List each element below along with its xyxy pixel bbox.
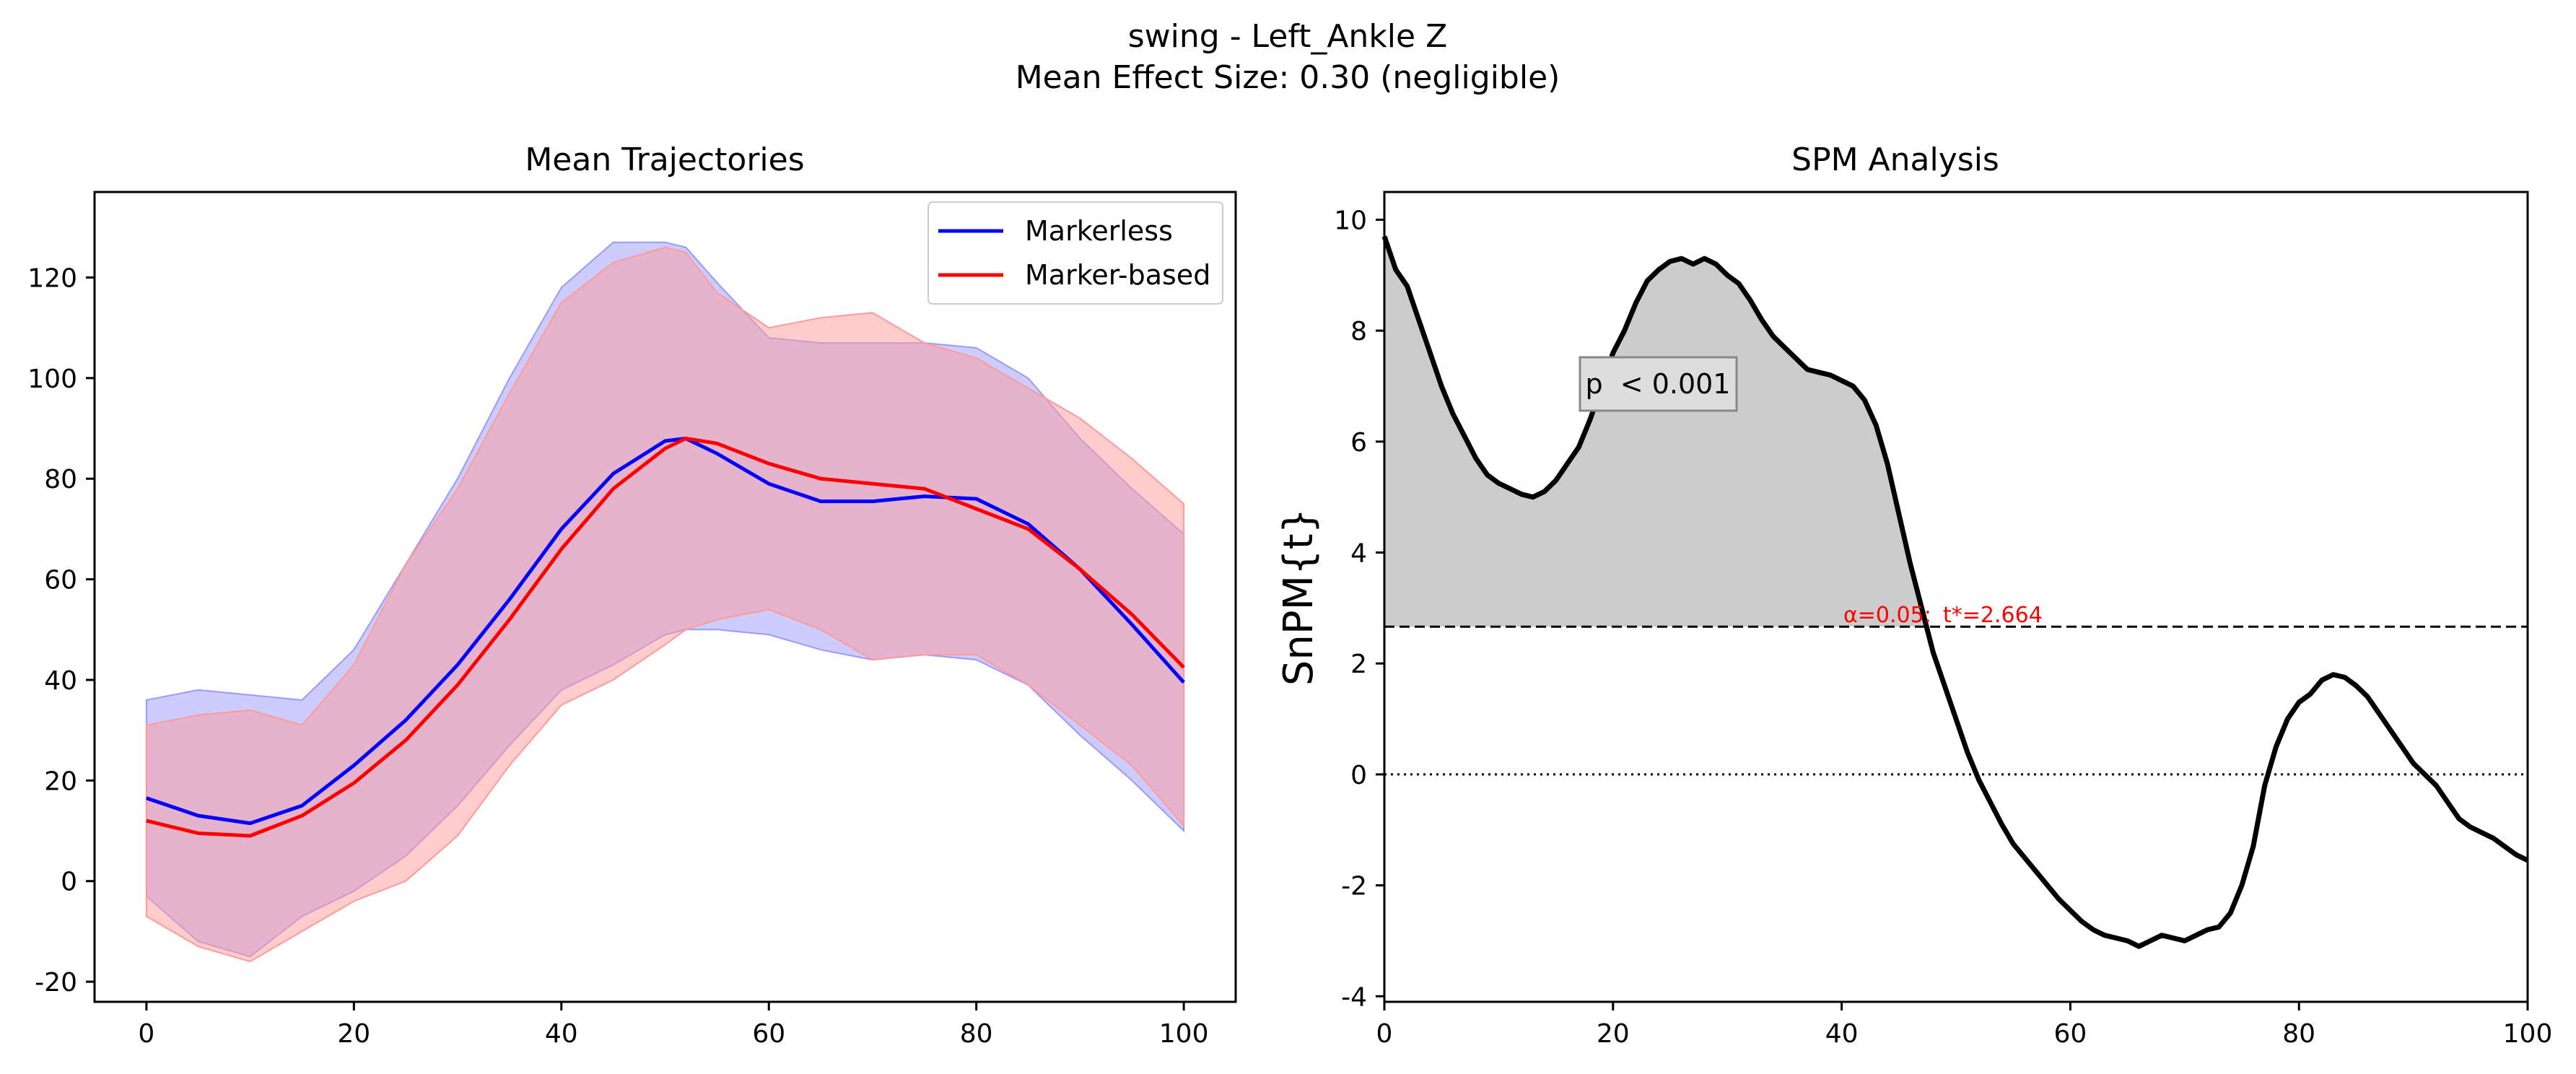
left-plot-frame	[93, 191, 1237, 1003]
threshold-alpha-label: α=0.05:	[1843, 603, 1931, 628]
cluster-p-label: p < 0.001	[1579, 356, 1738, 412]
y-tick-label: 8	[1350, 317, 1367, 346]
spm-t-curve	[1381, 235, 2529, 949]
y-tick-label: 100	[27, 364, 77, 394]
x-tick-label: 80	[2282, 1019, 2315, 1049]
y-tick-label: -2	[1341, 872, 1367, 901]
x-tick-label: 40	[545, 1019, 578, 1049]
mean-trajectories-plot: Mean Trajectories 0 20 40 60 80 100 -20 0 20 40 6…	[27, 141, 1237, 1049]
right-y-axis-label: SnPM{t}	[1275, 508, 1322, 686]
x-tick-label: 0	[138, 1019, 154, 1049]
cluster-p-value: p < 0.001	[1586, 368, 1731, 400]
left-x-ticks: 0 20 40 60 80 100	[138, 1002, 1208, 1049]
y-tick-label: 10	[1334, 206, 1367, 235]
y-tick-label: 6	[1350, 428, 1367, 458]
threshold-t-label: t*=2.664	[1943, 603, 2043, 628]
figure-title-line1: swing - Left_Ankle Z	[1128, 18, 1447, 55]
x-tick-label: 60	[752, 1019, 785, 1049]
x-tick-label: 0	[1376, 1019, 1393, 1049]
right-plot-title: SPM Analysis	[1791, 141, 1999, 178]
y-tick-label: -4	[1341, 982, 1367, 1012]
y-tick-label: 60	[44, 566, 77, 595]
right-y-ticks: -4 -2 0 2 4 6 8 10	[1334, 206, 1384, 1012]
std-band-marker-based	[145, 246, 1185, 963]
cluster-p-box	[1579, 356, 1738, 412]
y-tick-label: 40	[44, 666, 77, 696]
reference-lines	[1384, 625, 2528, 776]
spm-curve	[1381, 235, 2529, 949]
legend-label-markerless: Markerless	[1025, 215, 1173, 247]
right-x-ticks: 0 20 40 60 80 100	[1376, 1002, 2553, 1049]
y-tick-label: -20	[35, 968, 77, 997]
mean-line-markerless	[146, 437, 1185, 826]
y-tick-label: 2	[1350, 650, 1367, 679]
y-tick-label: 120	[27, 263, 77, 293]
y-tick-label: 0	[1350, 761, 1367, 790]
threshold-label: α=0.05: t*=2.664	[1843, 603, 2043, 628]
legend-label-marker-based: Marker-based	[1025, 259, 1210, 291]
x-tick-label: 20	[1597, 1019, 1630, 1049]
x-tick-label: 40	[1825, 1019, 1859, 1049]
mean-lines	[146, 437, 1185, 838]
spm-analysis-plot: SPM Analysis SnPM{t} 0 20 40 60 80 100 -4 -2 0 2…	[1275, 141, 2552, 1049]
right-plot-frame	[1383, 191, 2529, 1003]
figure-title-line2: Mean Effect Size: 0.30 (negligible)	[1016, 59, 1560, 96]
legend-box	[927, 201, 1223, 305]
left-plot-title: Mean Trajectories	[525, 141, 804, 178]
y-tick-label: 20	[44, 767, 77, 796]
x-tick-label: 60	[2053, 1019, 2087, 1049]
y-tick-label: 80	[44, 465, 77, 494]
x-tick-label: 20	[337, 1019, 370, 1049]
legend: Markerless Marker-based	[927, 201, 1223, 305]
y-tick-label: 4	[1350, 539, 1367, 569]
y-tick-label: 0	[61, 868, 77, 897]
x-tick-label: 100	[1159, 1019, 1209, 1049]
x-tick-label: 80	[960, 1019, 993, 1049]
x-tick-label: 100	[2503, 1019, 2553, 1049]
mean-line-marker-based	[146, 437, 1185, 838]
left-y-ticks: -20 0 20 40 60 80 100 120	[27, 263, 95, 997]
cluster-fill	[1384, 236, 1927, 627]
std-bands	[145, 241, 1185, 963]
suprathreshold-cluster	[1384, 236, 1927, 627]
